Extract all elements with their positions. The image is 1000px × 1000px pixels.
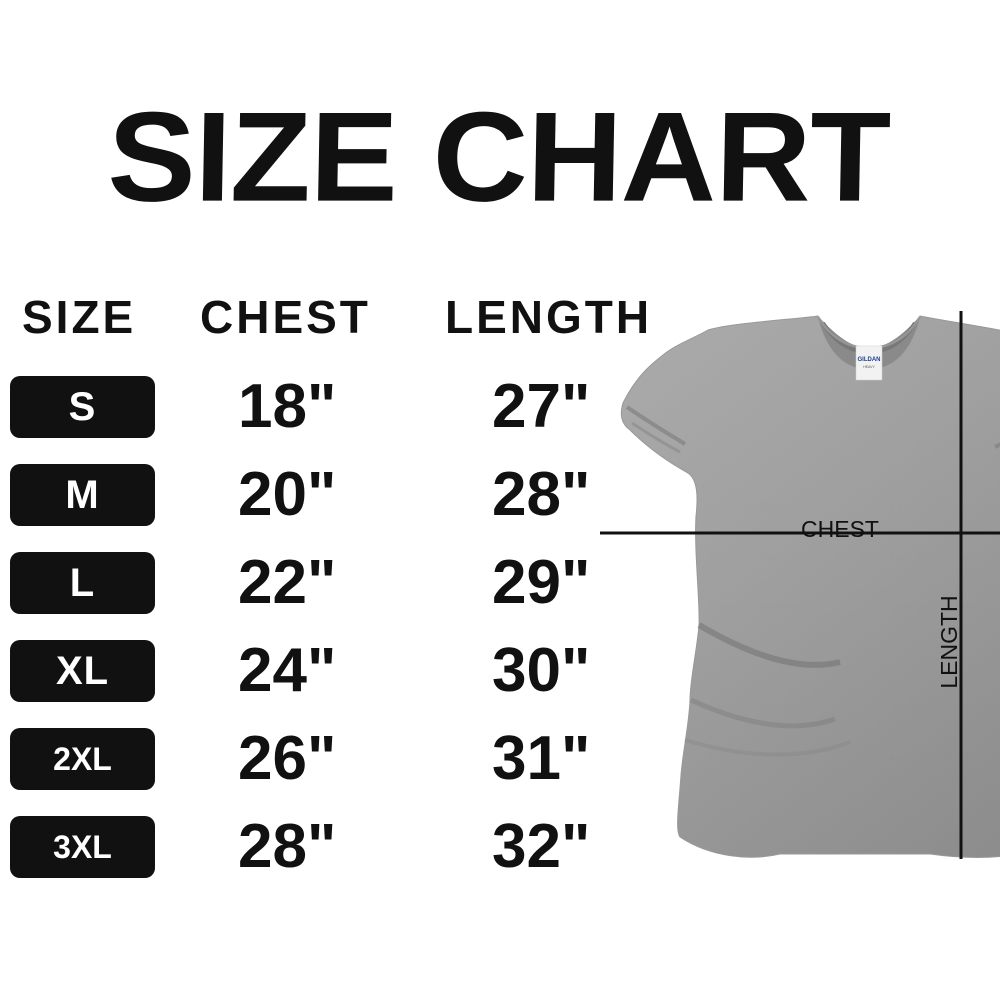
svg-text:GILDAN: GILDAN — [858, 357, 881, 363]
svg-text:HEAVY: HEAVY — [863, 365, 875, 369]
svg-text:Last Day Designs: Last Day Designs — [710, 501, 802, 513]
svg-text:Last Day Designs: Last Day Designs — [890, 701, 982, 713]
svg-text:Last Day Designs: Last Day Designs — [710, 551, 802, 563]
svg-text:Last Day Designs: Last Day Designs — [890, 751, 982, 763]
svg-text:Last Day Designs: Last Day Designs — [710, 701, 802, 713]
svg-text:LENGTH: LENGTH — [936, 595, 962, 688]
svg-text:CHEST: CHEST — [801, 516, 879, 542]
svg-text:Last Day Designs: Last Day Designs — [890, 551, 982, 563]
svg-text:Last Day Designs: Last Day Designs — [710, 751, 802, 763]
svg-text:Last Day Designs: Last Day Designs — [890, 501, 982, 513]
svg-text:Last Day Designs: Last Day Designs — [710, 601, 802, 613]
